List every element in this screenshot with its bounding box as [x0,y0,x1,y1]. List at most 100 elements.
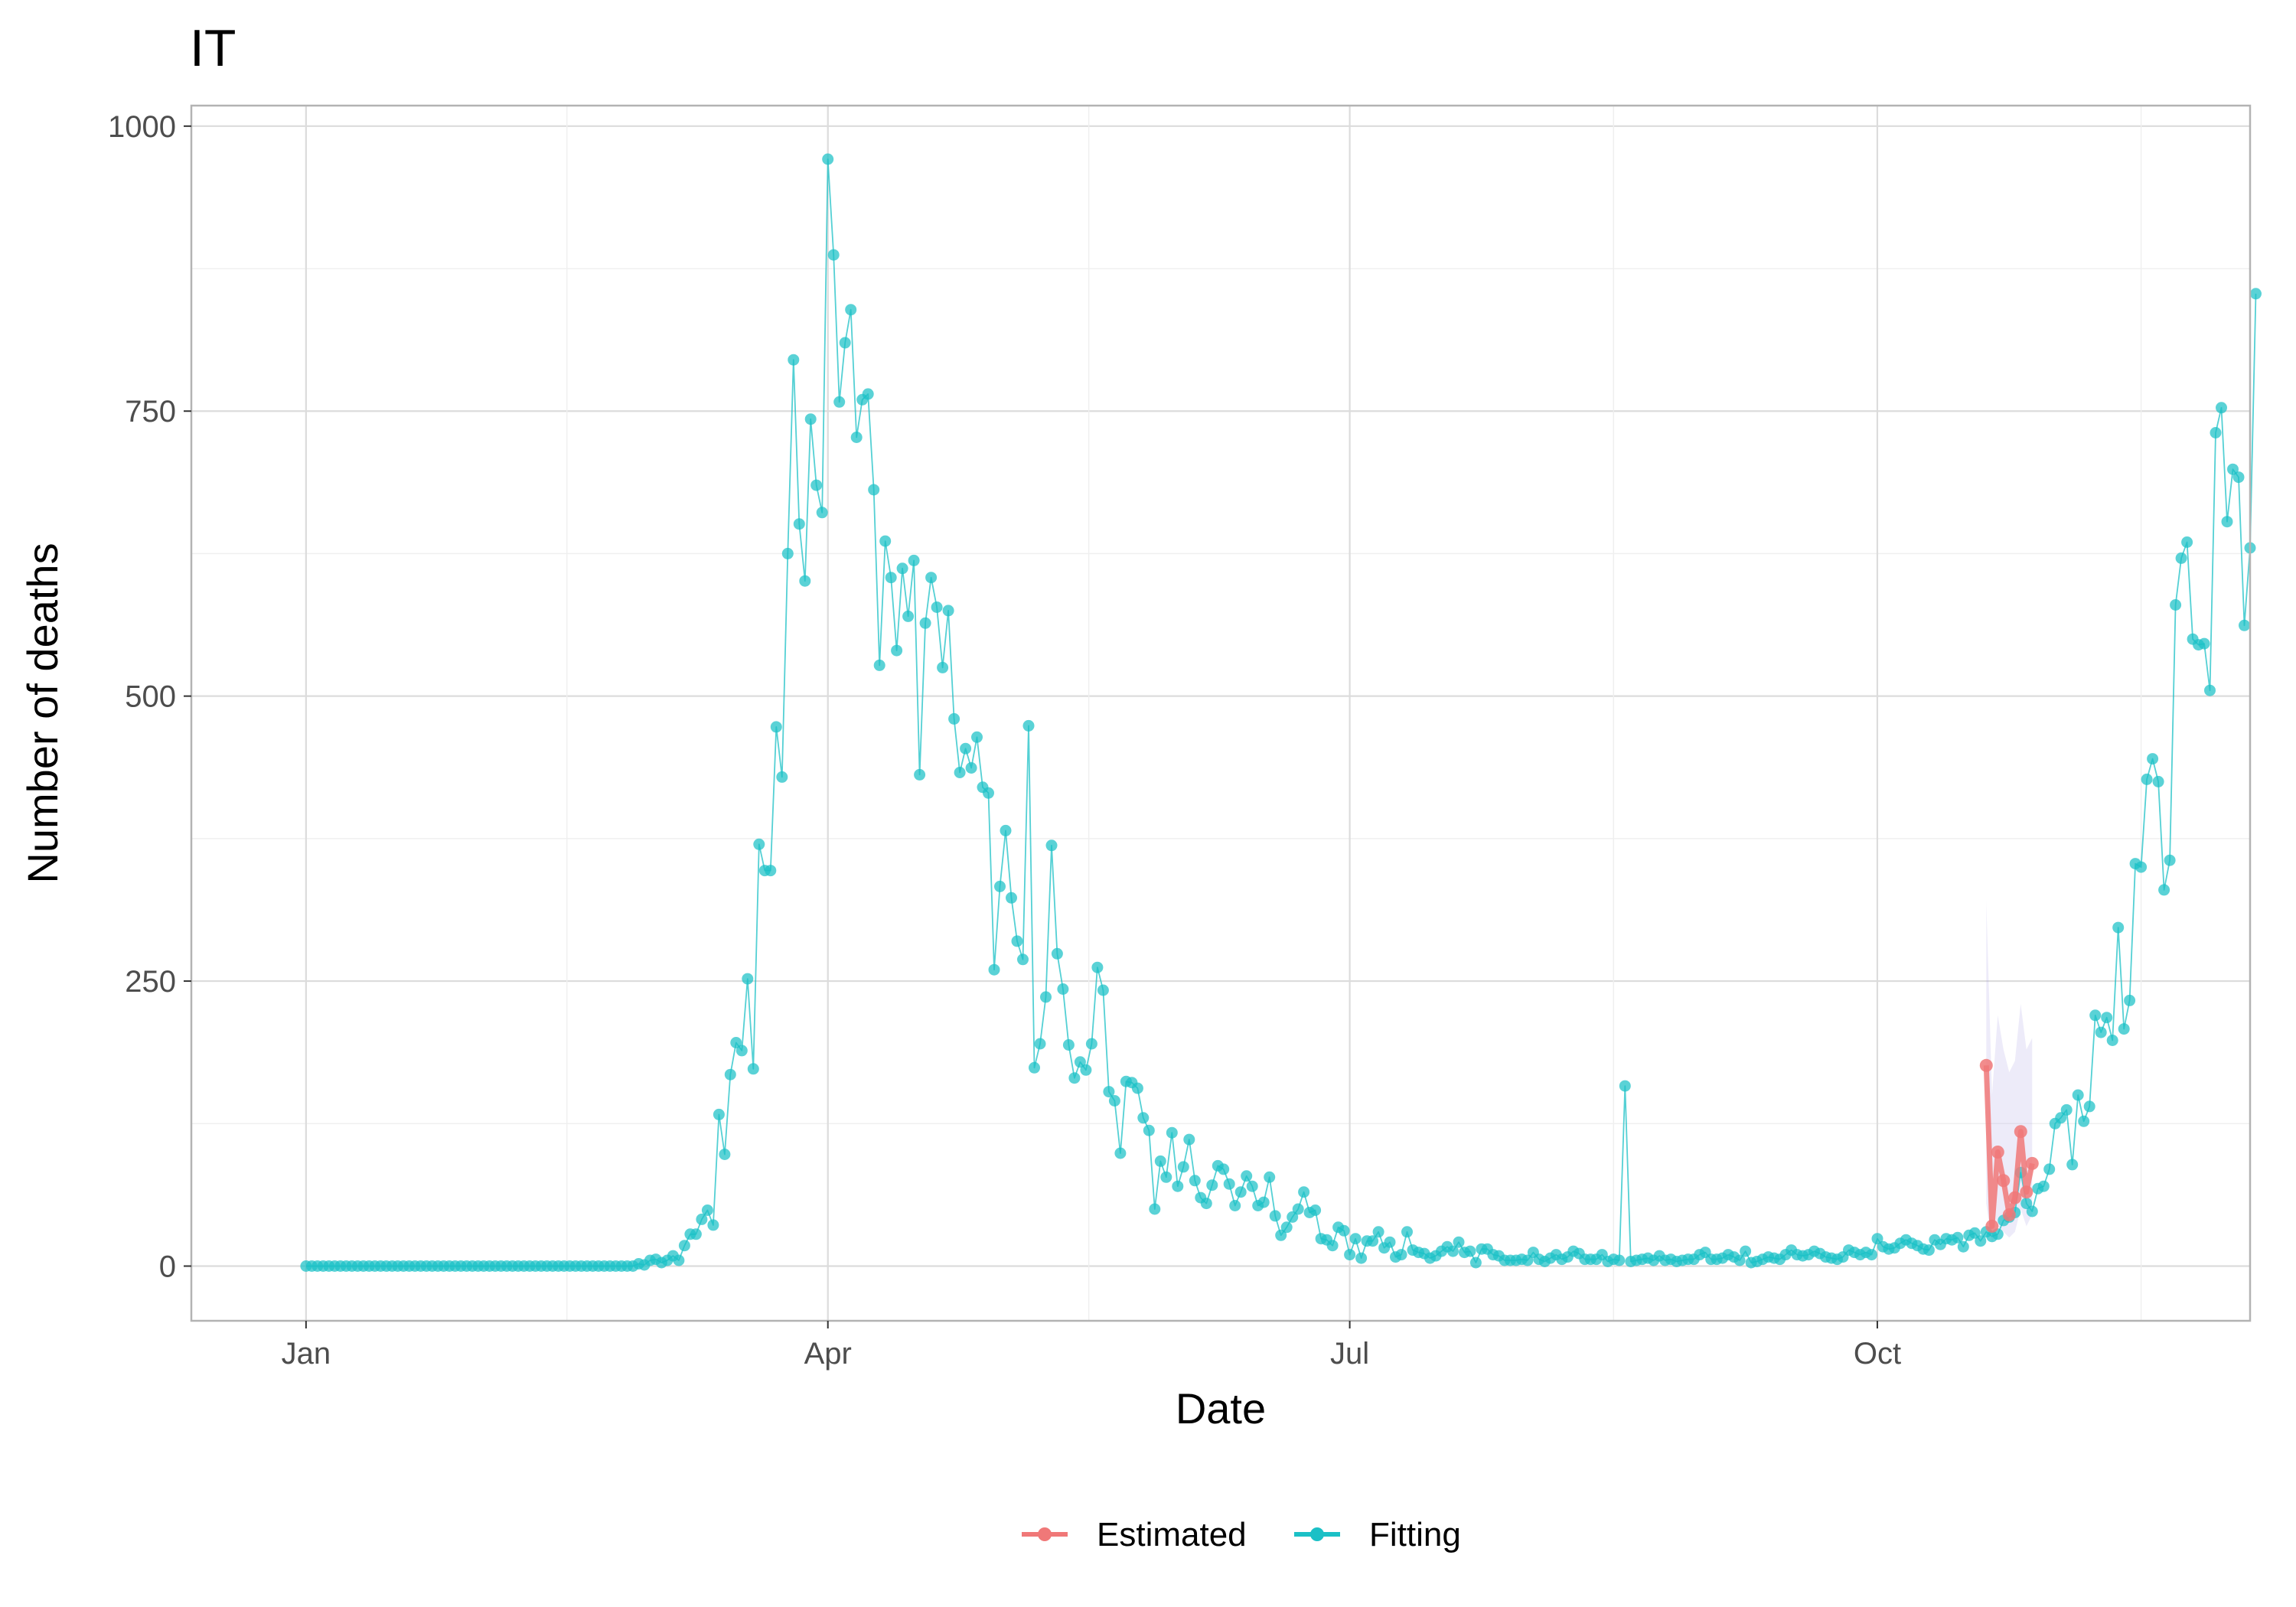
data-point [719,1149,731,1160]
data-point [873,659,885,671]
data-point [793,518,805,530]
data-point [1985,1219,1999,1233]
data-point [707,1219,719,1231]
data-point [1177,1161,1189,1173]
legend-label: Estimated [1097,1516,1247,1553]
data-point [919,617,931,629]
data-point [776,771,788,783]
data-point [765,865,777,877]
data-point [2181,536,2193,548]
data-point [2210,427,2222,438]
data-point [822,153,834,165]
data-point [2089,1009,2102,1022]
data-point [2135,861,2148,873]
data-point [1114,1147,1127,1159]
panel-border [190,104,2252,1322]
data-point [1521,1254,1534,1266]
data-point [1733,1254,1746,1266]
y-tick-label: 1000 [108,110,176,144]
data-point [948,712,960,725]
data-point [2060,1103,2073,1116]
data-point [885,572,897,584]
data-point [1979,1058,1993,1072]
data-point [2014,1125,2027,1139]
data-point [2227,463,2239,475]
data-point [2101,1012,2113,1024]
data-point [1034,1038,1046,1050]
data-point [845,304,857,316]
data-point [868,484,880,496]
data-point [2250,288,2262,300]
data-point [1011,935,1023,947]
data-point [2078,1115,2090,1127]
data-point [954,767,966,778]
data-point [1045,839,1058,852]
data-point [696,1213,708,1225]
data-point [1469,1257,1482,1269]
data-point [1991,1146,2004,1159]
plot-panel [191,106,2250,1321]
data-point [678,1240,690,1252]
data-point [2002,1208,2016,1221]
data-point [816,507,828,519]
y-tick-label: 750 [125,395,176,429]
data-point [833,396,846,408]
y-tick-label: 0 [159,1250,176,1283]
data-point [902,610,915,622]
data-point [925,572,938,584]
data-point [2232,471,2245,484]
data-point [1395,1249,1407,1261]
data-point [1866,1249,1877,1261]
data-point [1080,1064,1092,1076]
data-point [2147,753,2159,765]
data-point [2095,1026,2107,1038]
data-point [1137,1112,1150,1124]
data-point [2118,1023,2130,1035]
data-point [2106,1035,2118,1046]
data-point [965,762,977,774]
data-point [1097,984,1109,996]
data-point [753,838,765,850]
data-point [879,535,892,547]
data-point [1085,1038,1097,1050]
data-point [747,1063,759,1075]
data-point [1740,1245,1752,1257]
data-point [2152,775,2164,787]
data-point [1166,1126,1178,1139]
data-point [1068,1072,1081,1084]
data-point [2204,684,2216,696]
data-point [1057,983,1069,995]
data-point [1292,1203,1304,1215]
data-point [1218,1163,1230,1175]
data-point [770,721,782,733]
data-point [914,768,926,781]
data-point [1287,1211,1299,1223]
data-point [781,547,794,559]
data-point [2055,1112,2067,1124]
legend: Estimated Fitting [1022,1516,1461,1553]
data-point [1464,1245,1476,1257]
x-tick-label: Oct [1854,1337,1901,1371]
data-point [908,554,920,566]
data-point [1040,991,1052,1003]
x-tick-label: Jan [282,1337,331,1371]
data-point [1241,1170,1253,1182]
data-point [1309,1204,1322,1216]
data-point [2112,921,2125,934]
data-point [1154,1155,1166,1167]
data-point [673,1254,685,1266]
data-point [1871,1233,1883,1245]
data-point [2175,552,2187,564]
data-point [1952,1231,1964,1244]
data-point [1000,824,1012,836]
data-point [2072,1089,2084,1101]
data-point [1206,1179,1218,1191]
data-point [983,787,994,799]
data-point [1975,1235,1987,1247]
data-point [2170,599,2182,611]
series-estimated [1979,1058,2039,1233]
y-axis: 0 250 500 750 1000 [108,110,191,1283]
data-point [2164,854,2176,866]
data-point [1401,1226,1413,1238]
